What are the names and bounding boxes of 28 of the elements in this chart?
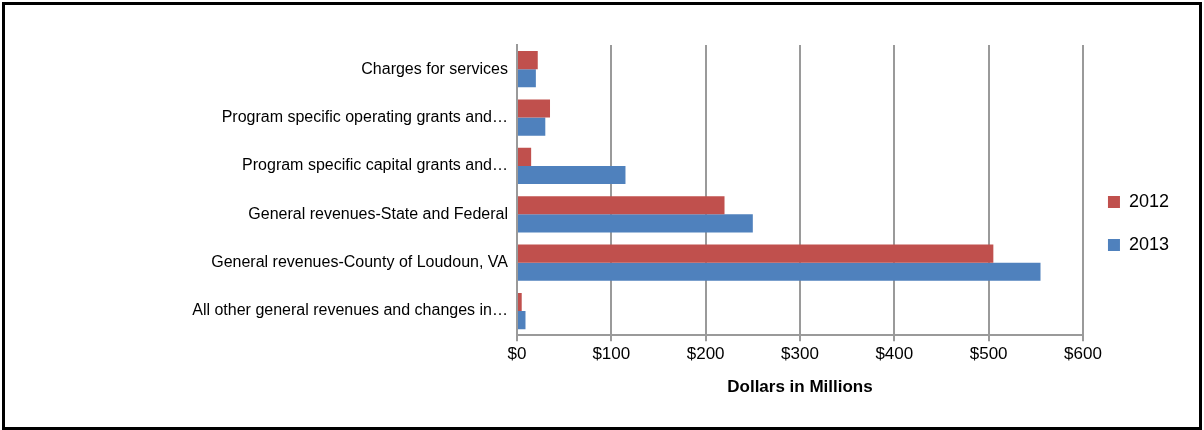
- bar: [518, 51, 538, 70]
- x-tick-label: $300: [781, 344, 819, 364]
- y-tick-label: All other general revenues and changes in…: [192, 301, 508, 319]
- x-tick-label: $400: [875, 344, 914, 364]
- bar: [518, 292, 522, 312]
- x-tick-label: $500: [969, 344, 1008, 364]
- x-axis-title: Dollars in Millions: [727, 377, 873, 397]
- bar: [518, 244, 994, 263]
- bar: [518, 214, 753, 233]
- y-tick-label: Program specific operating grants and…: [221, 107, 508, 125]
- bar: [518, 69, 536, 88]
- x-tick-label: $0: [507, 344, 527, 364]
- x-tick-label: $100: [592, 344, 631, 364]
- x-tick-label: $600: [1064, 344, 1102, 364]
- x-tick-label: $200: [686, 344, 725, 364]
- bar: [518, 262, 1041, 281]
- bar: [518, 99, 551, 118]
- bar: [518, 117, 546, 136]
- y-tick-label: General revenues-State and Federal: [248, 204, 508, 222]
- legend-label: 2013: [1128, 233, 1169, 254]
- bar: [518, 196, 725, 215]
- y-tick-label: Program specific capital grants and…: [242, 156, 508, 174]
- bar: [518, 147, 532, 166]
- y-tick-label: Charges for services: [361, 59, 508, 77]
- y-tick-label: General revenues-County of Loudoun, VA: [211, 253, 509, 271]
- legend-label: 2012: [1128, 190, 1169, 211]
- bar: [518, 165, 626, 185]
- bar: [518, 311, 526, 330]
